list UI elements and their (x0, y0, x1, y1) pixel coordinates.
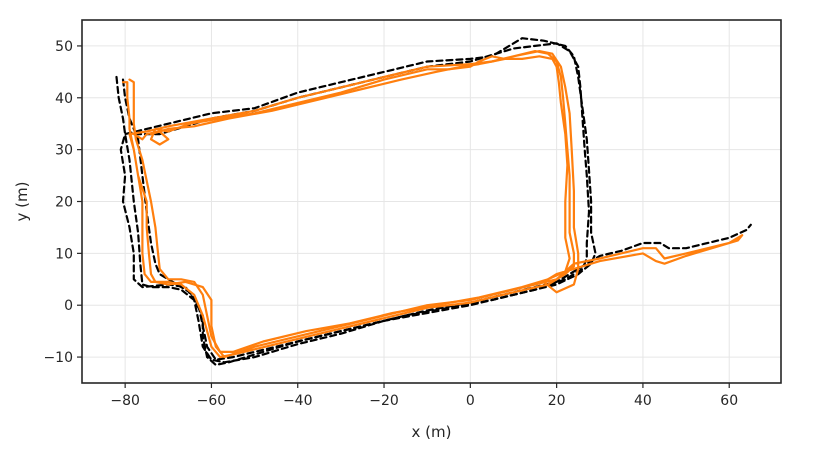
x-tick-label: 60 (720, 393, 738, 409)
y-tick-label: 40 (55, 91, 73, 107)
y-tick-label: 10 (55, 246, 73, 262)
x-axis-label: x (m) (412, 423, 452, 441)
y-axis-label: y (m) (13, 182, 31, 222)
y-tick-label: 0 (64, 298, 73, 314)
orange-trajectory-3 (121, 50, 744, 359)
y-tick-label: −10 (43, 350, 73, 366)
y-tick-label: 50 (55, 39, 73, 55)
y-tick-label: 20 (55, 195, 73, 211)
grid-lines (82, 20, 781, 383)
x-tick-label: 20 (548, 393, 566, 409)
trajectory-series (115, 37, 752, 366)
x-tick-label: −60 (197, 393, 227, 409)
axis-ticks: −80 −60 −40 −20 0 20 40 60 −10 0 10 20 30 40 50 (43, 39, 738, 409)
x-tick-label: −20 (369, 393, 399, 409)
x-tick-label: −40 (283, 393, 313, 409)
y-tick-label: 30 (55, 143, 73, 159)
x-tick-label: −80 (110, 393, 140, 409)
orange-trajectory-4 (128, 55, 571, 353)
x-tick-label: 0 (466, 393, 475, 409)
x-tick-label: 40 (634, 393, 652, 409)
